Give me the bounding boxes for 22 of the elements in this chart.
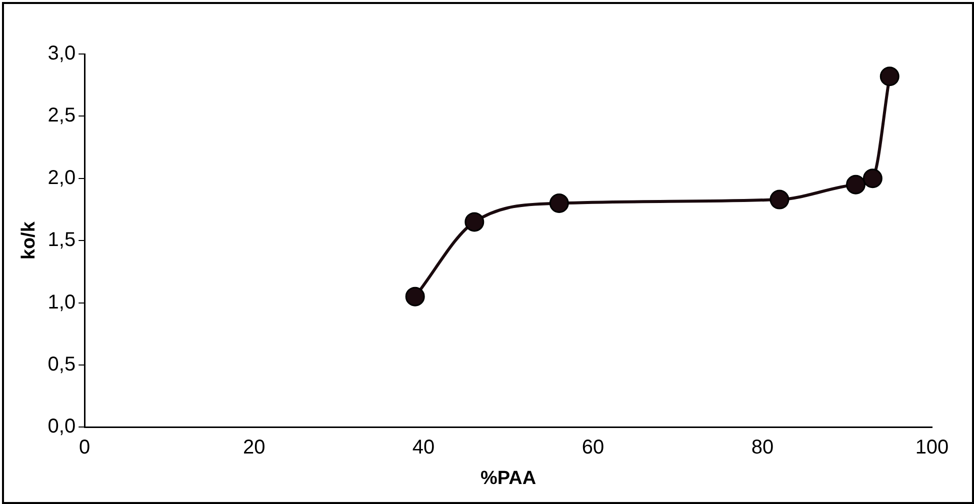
x-axis-title: %PAA [480, 468, 536, 489]
point [549, 194, 569, 214]
y-tick-label: 1,0 [48, 291, 76, 314]
point [464, 212, 484, 232]
x-tick-label: 40 [412, 436, 435, 459]
y-tick-label: 3,0 [48, 42, 76, 65]
y-tick-label: 0,0 [48, 416, 76, 438]
x-tick-label: 60 [582, 436, 604, 459]
y-tick-label: 1,5 [48, 229, 76, 252]
point [770, 190, 790, 210]
point [862, 168, 882, 188]
x-tick-label: 0 [79, 436, 90, 459]
y-axis-title: ko/k [18, 221, 40, 260]
x-tick-label: 80 [751, 436, 774, 459]
x-tick-label: 20 [242, 436, 266, 459]
x-tick-label: 100 [915, 436, 949, 459]
y-tick-label: 2,0 [48, 166, 76, 189]
y-tick-label: 0,5 [48, 354, 76, 376]
y-tick-label: 2,5 [48, 104, 76, 127]
point [880, 66, 900, 86]
point [405, 286, 425, 306]
point [846, 174, 866, 194]
